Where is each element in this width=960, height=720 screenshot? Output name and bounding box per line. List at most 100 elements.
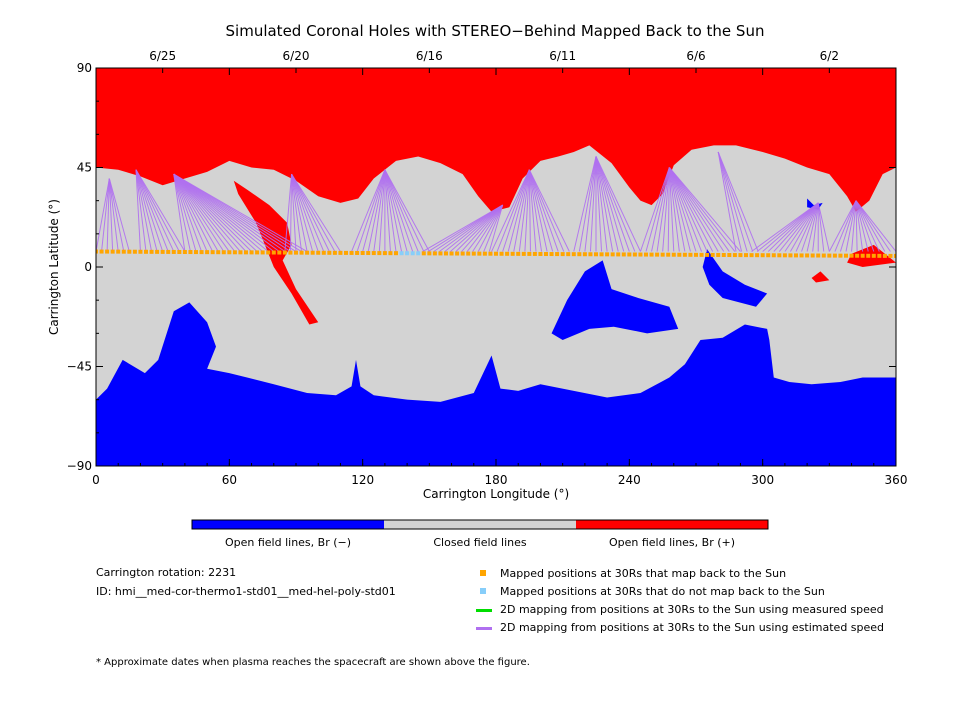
- estimated-speed-mapping-line: [717, 151, 743, 252]
- mapped-point-to-sun: [638, 252, 643, 257]
- mapped-point-to-sun: [377, 251, 382, 256]
- mapped-point-to-sun: [382, 251, 387, 256]
- mapped-point-to-sun: [438, 251, 443, 256]
- x-tick-label: 300: [751, 473, 774, 487]
- estimated-speed-mapping-line: [524, 169, 530, 252]
- mapped-point-to-sun: [566, 252, 571, 257]
- mapped-point-to-sun: [777, 253, 782, 258]
- estimated-speed-mapping-line: [173, 173, 286, 252]
- estimated-speed-mapping-line: [483, 204, 504, 252]
- mapped-point-to-sun: [210, 250, 215, 255]
- mapped-point-to-sun: [494, 251, 498, 256]
- legend-label: Mapped positions at 30Rs that do not map…: [500, 585, 825, 598]
- estimated-speed-mapping-line: [108, 178, 119, 252]
- estimated-speed-mapping-line: [855, 200, 869, 252]
- mapped-point-to-sun: [149, 249, 154, 254]
- mapped-point-to-sun: [832, 253, 837, 258]
- mapped-point-to-sun: [282, 250, 287, 255]
- estimated-speed-mapping-line: [668, 167, 714, 252]
- estimated-speed-mapping-line: [790, 202, 819, 252]
- mapped-point-to-sun: [599, 252, 604, 257]
- estimated-speed-mapping-line: [455, 204, 504, 252]
- mapped-point-to-sun: [705, 252, 710, 257]
- mapped-point-to-sun: [488, 251, 493, 256]
- estimated-speed-mapping-line: [662, 167, 670, 252]
- mapped-point-to-sun: [744, 253, 748, 258]
- estimated-speed-mapping-line: [135, 169, 164, 252]
- y-tick-label: −45: [67, 360, 92, 374]
- estimated-speed-mapping-line: [106, 178, 110, 252]
- mapped-point-to-sun: [582, 252, 587, 257]
- colorbar-segment: [576, 520, 768, 529]
- estimated-speed-mapping-line: [855, 200, 864, 252]
- mapped-point-to-sun: [277, 250, 282, 255]
- estimated-speed-mapping-line: [384, 169, 419, 252]
- mapped-point-to-sun: [571, 252, 576, 257]
- estimated-speed-mapping-line: [528, 169, 537, 252]
- mapped-point-to-sun: [321, 250, 326, 255]
- estimated-speed-mapping-line: [717, 151, 759, 252]
- estimated-speed-mapping-line: [108, 178, 125, 252]
- mapped-point-to-sun: [627, 252, 632, 257]
- estimated-speed-mapping-line: [291, 173, 325, 252]
- mapped-point-to-sun: [110, 249, 115, 254]
- mapped-point-to-sun: [182, 250, 187, 255]
- estimated-speed-mapping-line: [584, 156, 597, 252]
- mapped-point-to-sun: [271, 250, 276, 255]
- info-rotation: Carrington rotation: 2231: [96, 566, 237, 579]
- mapped-point-to-sun: [544, 252, 548, 257]
- estimated-speed-mapping-line: [466, 204, 504, 252]
- mapped-point-to-sun: [260, 250, 265, 255]
- estimated-speed-mapping-line: [778, 202, 819, 252]
- mapped-point-to-sun: [821, 253, 826, 258]
- estimated-speed-mapping-line: [513, 169, 530, 252]
- mapped-point-to-sun: [849, 253, 854, 258]
- estimated-speed-mapping-line: [528, 169, 531, 252]
- estimated-speed-mapping-line: [291, 173, 330, 252]
- mapped-point-to-sun: [577, 252, 582, 257]
- mapped-point-to-sun: [649, 252, 654, 257]
- estimated-speed-mapping-line: [573, 156, 597, 252]
- mapped-point-to-sun: [105, 249, 110, 254]
- estimated-speed-mapping-line: [488, 204, 504, 252]
- estimated-speed-mapping-line: [528, 169, 548, 252]
- mapped-point-to-sun: [666, 252, 671, 257]
- mapped-point-to-sun: [755, 253, 760, 258]
- estimated-speed-mapping-line: [173, 173, 252, 252]
- estimated-speed-mapping-line: [173, 173, 263, 252]
- estimated-speed-mapping-line: [668, 167, 730, 252]
- estimated-speed-mapping-line: [291, 174, 303, 252]
- mapped-point-to-sun: [877, 253, 882, 258]
- mapped-point-to-sun: [538, 251, 543, 256]
- y-tick-label: 90: [77, 61, 92, 75]
- estimated-speed-mapping-line: [427, 204, 503, 252]
- estimated-speed-mapping-line: [855, 200, 891, 252]
- positive-coronal-hole: [233, 180, 319, 325]
- estimated-speed-mapping-line: [289, 174, 293, 252]
- mapped-point-to-sun: [621, 252, 626, 257]
- estimated-speed-mapping-line: [839, 200, 857, 252]
- mapped-point-to-sun: [216, 250, 221, 255]
- estimated-speed-mapping-line: [173, 173, 230, 252]
- mapped-point-to-sun: [660, 252, 665, 257]
- estimated-speed-mapping-line: [595, 156, 608, 252]
- mapped-point-to-sun: [677, 252, 682, 257]
- top-date-label: 6/16: [416, 49, 443, 63]
- mapped-point-to-sun: [882, 253, 887, 258]
- negative-coronal-hole: [702, 249, 768, 307]
- estimated-speed-mapping-line: [173, 173, 197, 252]
- mapped-point-to-sun: [505, 251, 510, 256]
- y-tick-label: −90: [67, 459, 92, 473]
- estimated-speed-mapping-line: [135, 169, 158, 252]
- mapped-point-to-sun: [555, 252, 560, 257]
- estimated-speed-mapping-line: [101, 178, 110, 252]
- mapped-point-to-sun: [716, 252, 721, 257]
- mapped-point-to-sun: [160, 249, 165, 254]
- mapped-point-to-sun: [510, 251, 515, 256]
- estimated-speed-mapping-line: [528, 169, 543, 252]
- estimated-speed-mapping-line: [589, 156, 597, 252]
- estimated-speed-mapping-line: [668, 167, 741, 252]
- estimated-speed-mapping-line: [668, 167, 675, 252]
- estimated-speed-mapping-line: [173, 173, 258, 252]
- mapping-lines-layer: [96, 151, 896, 252]
